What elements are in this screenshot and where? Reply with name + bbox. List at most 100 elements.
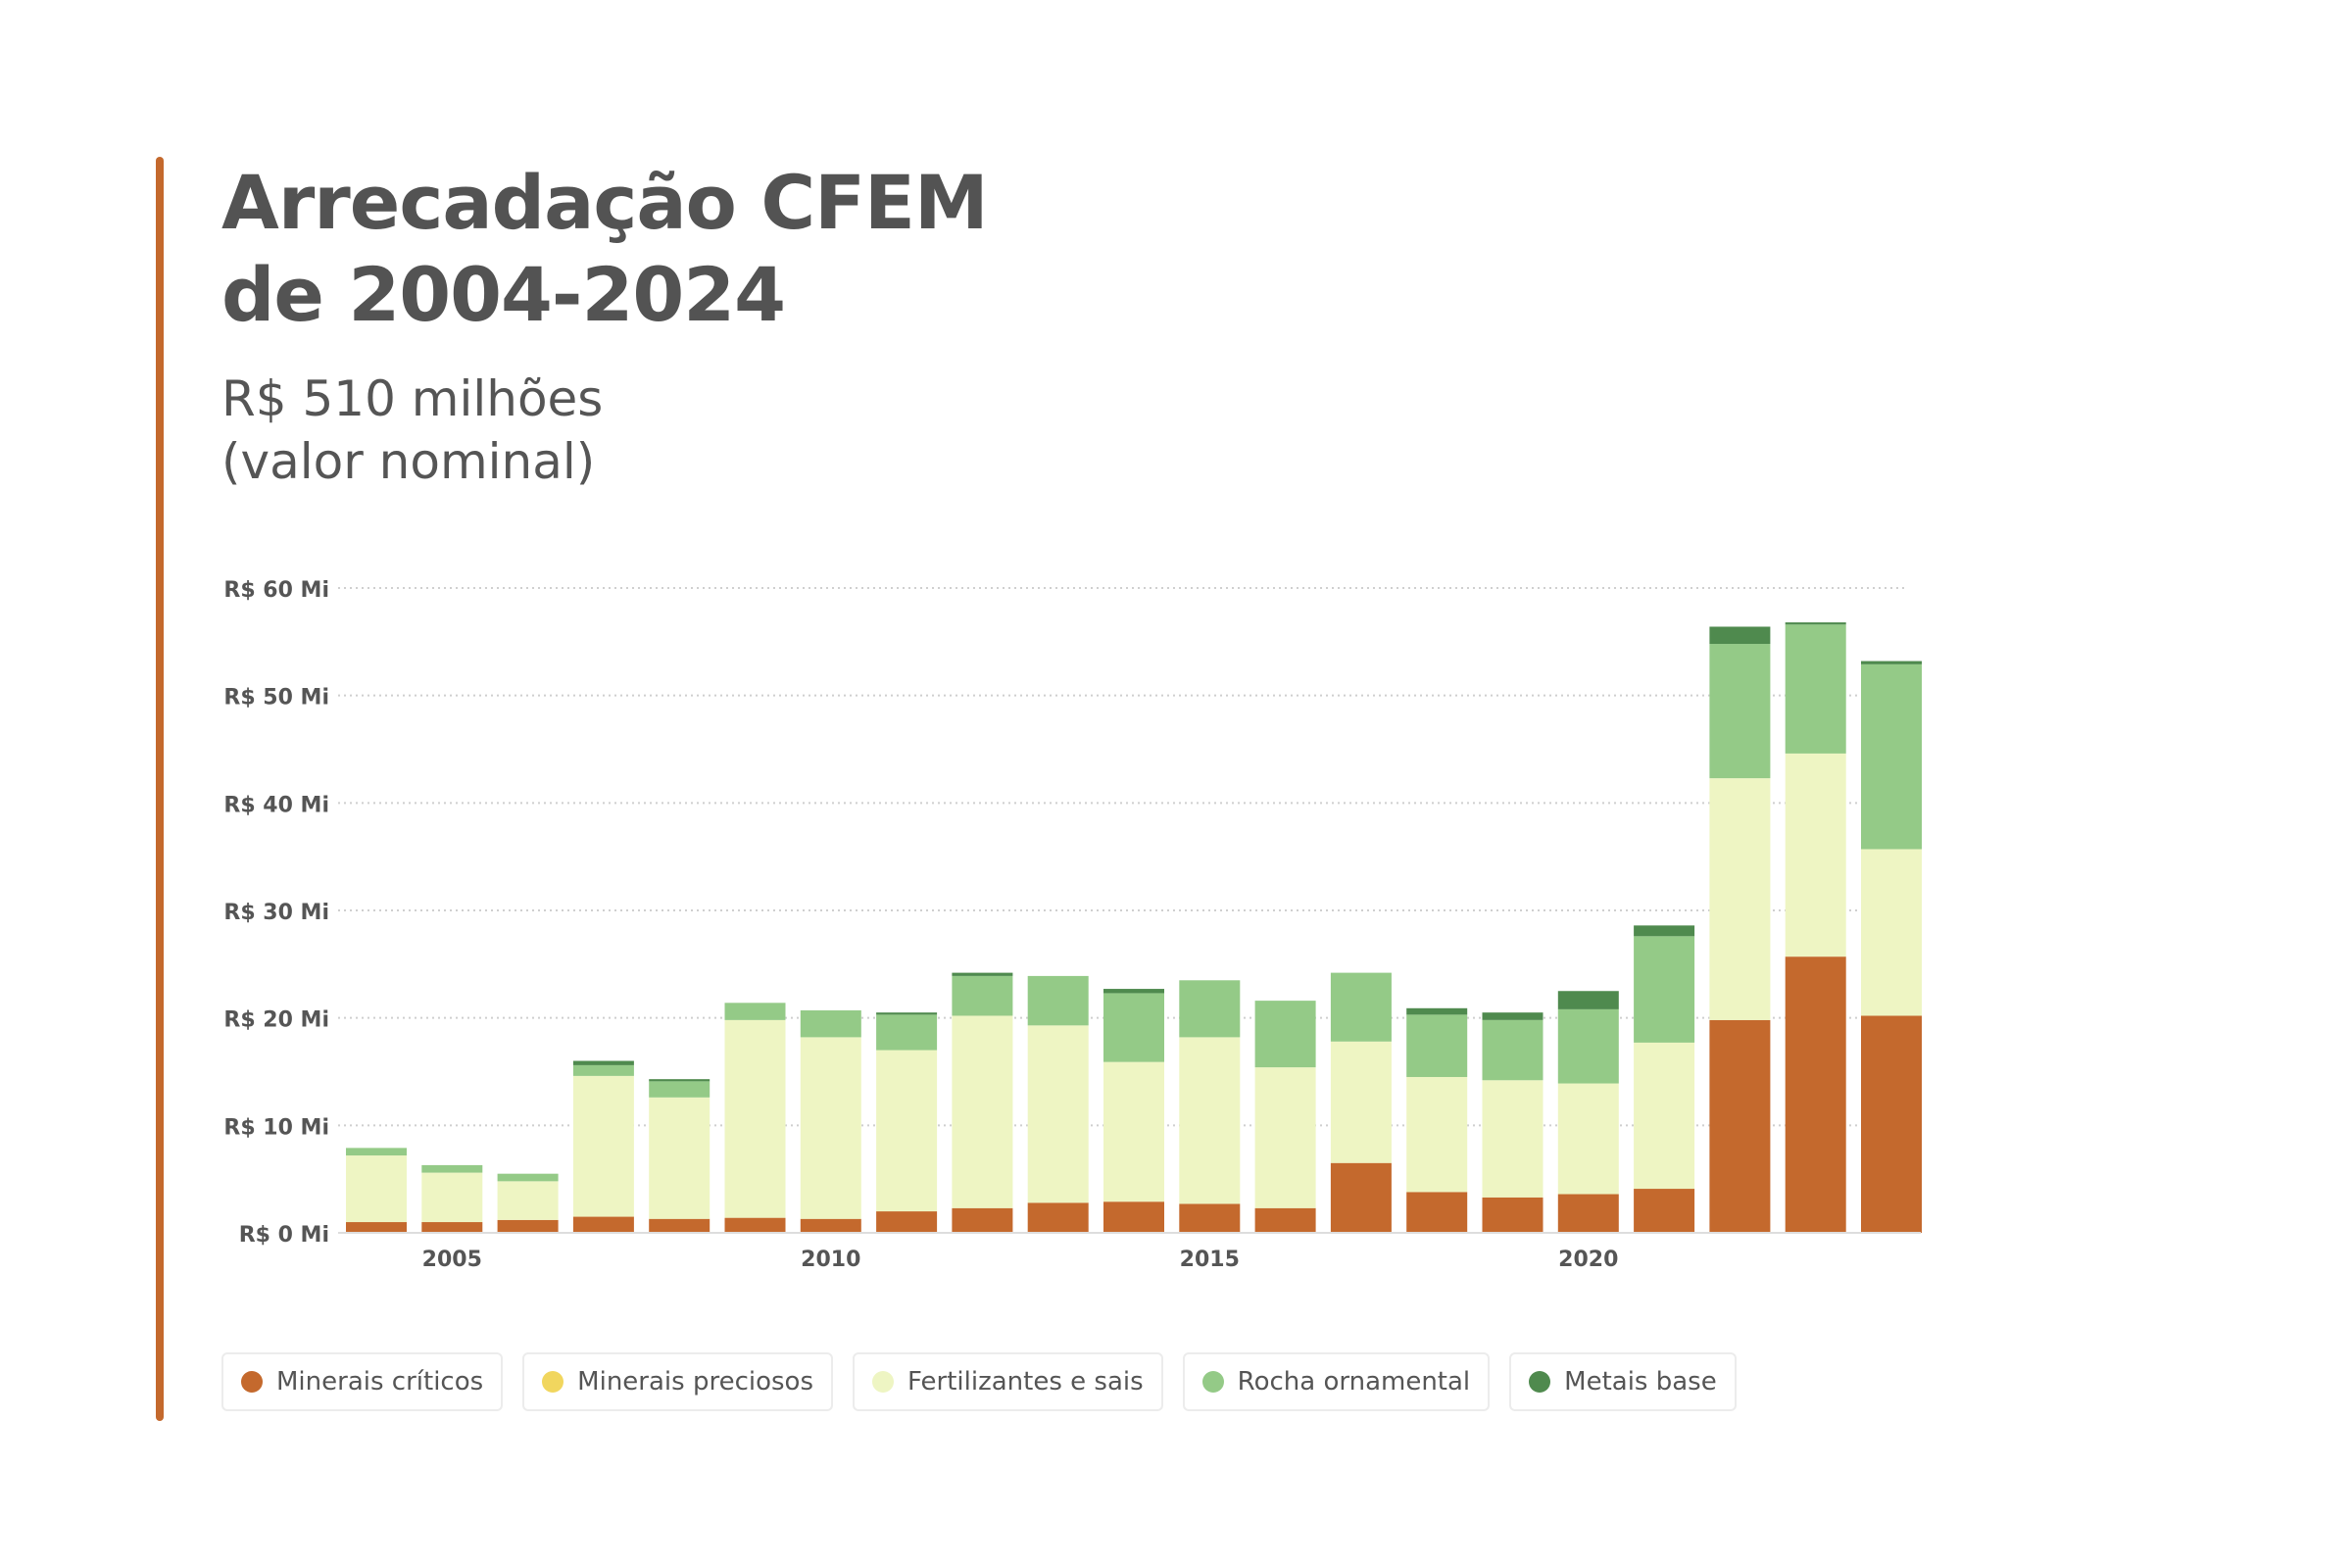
bar-segment <box>1861 1015 1922 1233</box>
bar-segment <box>572 1216 634 1233</box>
legend-swatch <box>1529 1371 1551 1393</box>
legend-item: Fertilizantes e sais <box>853 1352 1163 1411</box>
bar-segment <box>421 1222 483 1233</box>
bar-segment <box>1557 1194 1619 1233</box>
bar-segment <box>1103 1201 1164 1233</box>
legend-label: Metais base <box>1564 1367 1717 1396</box>
bar-segment <box>1785 622 1846 625</box>
bar-segment <box>1027 975 1089 1026</box>
bar-segment <box>1103 993 1164 1062</box>
bar-segment <box>1254 1067 1316 1208</box>
bar-segment <box>800 1037 861 1219</box>
y-tick-label: R$ 60 Mi <box>223 578 329 603</box>
bar-segment <box>346 1148 407 1156</box>
bar-segment <box>649 1079 710 1082</box>
bar-segment <box>1482 1197 1544 1233</box>
bar-segment <box>1330 972 1392 1042</box>
bar-segment <box>1103 989 1164 994</box>
bar-segment <box>1103 1061 1164 1202</box>
bar-segment <box>1709 644 1771 779</box>
bar-segment <box>572 1060 634 1065</box>
bar-segment <box>421 1164 483 1173</box>
x-tick-label: 2010 <box>801 1248 860 1272</box>
bar-segment <box>1557 1083 1619 1195</box>
bar-segment <box>649 1218 710 1233</box>
legend-label: Minerais críticos <box>276 1367 484 1396</box>
bar-segment <box>572 1075 634 1217</box>
page-subtitle: R$ 510 milhões (valor nominal) <box>221 368 603 493</box>
y-tick-label: R$ 30 Mi <box>223 901 329 925</box>
bar-segment <box>1557 991 1619 1009</box>
bar-segment <box>1785 956 1846 1233</box>
bar-segment <box>1406 1076 1468 1193</box>
bar-segment <box>952 1015 1013 1208</box>
bar-segment <box>876 1211 938 1233</box>
title-line-2: de 2004-2024 <box>221 251 786 338</box>
bar-segment <box>1179 980 1241 1038</box>
bar-segment <box>1557 1008 1619 1084</box>
subtitle-line-1: R$ 510 milhões <box>221 370 604 427</box>
bar-segment <box>1406 1192 1468 1233</box>
bar-segment <box>724 1217 786 1233</box>
y-tick-label: R$ 0 Mi <box>239 1223 329 1248</box>
x-tick-label: 2020 <box>1558 1248 1618 1272</box>
bar-segment <box>952 975 1013 1016</box>
legend-swatch <box>872 1371 895 1393</box>
bar-segment <box>724 1019 786 1218</box>
bar-segment <box>649 1097 710 1219</box>
title-line-1: Arrecadação CFEM <box>221 159 989 246</box>
x-tick-label: 2005 <box>422 1248 482 1272</box>
bar-segment <box>800 1218 861 1233</box>
bar-segment <box>876 1050 938 1212</box>
bar-segment <box>1709 626 1771 645</box>
bar-segment <box>1406 1007 1468 1015</box>
bar-segment <box>1179 1203 1241 1233</box>
page-title: Arrecadação CFEM de 2004-2024 <box>221 157 989 341</box>
bar-segment <box>1709 1019 1771 1233</box>
bar-segment <box>1861 849 1922 1016</box>
bar-segment <box>800 1009 861 1038</box>
bar-segment <box>952 972 1013 976</box>
bar-segment <box>1861 661 1922 664</box>
legend-label: Fertilizantes e sais <box>907 1367 1144 1396</box>
legend-swatch <box>542 1371 564 1393</box>
bar-segment <box>1254 1207 1316 1233</box>
bar-segment <box>497 1219 559 1233</box>
y-tick-label: R$ 20 Mi <box>223 1008 329 1033</box>
legend-item: Rocha ornamental <box>1182 1352 1491 1411</box>
bar-segment <box>1785 753 1846 957</box>
bar-segment <box>1027 1025 1089 1203</box>
bar-segment <box>876 1014 938 1051</box>
bar-segment <box>1634 936 1695 1043</box>
bar-segment <box>1709 778 1771 1020</box>
legend-label: Minerais preciosos <box>577 1367 814 1396</box>
legend-swatch <box>1201 1371 1224 1393</box>
bar-segment <box>1027 1202 1089 1233</box>
bar-segment <box>1482 1019 1544 1081</box>
legend-swatch <box>241 1371 263 1393</box>
bar-segment <box>572 1064 634 1076</box>
bar-segment <box>497 1181 559 1220</box>
bar-segment <box>1254 1001 1316 1068</box>
x-tick-label: 2015 <box>1180 1248 1240 1272</box>
bar-segment <box>724 1003 786 1020</box>
bar-segment <box>1634 1189 1695 1233</box>
bar-segment <box>1785 624 1846 754</box>
bar-segment <box>421 1172 483 1223</box>
bar-segment <box>1482 1012 1544 1020</box>
legend-item: Minerais preciosos <box>522 1352 834 1411</box>
y-tick-label: R$ 50 Mi <box>223 686 329 710</box>
bar-segment <box>649 1081 710 1098</box>
bar-segment <box>497 1173 559 1182</box>
bar-segment <box>876 1012 938 1015</box>
legend-label: Rocha ornamental <box>1237 1367 1471 1396</box>
bar-segment <box>1634 1042 1695 1190</box>
legend-item: Minerais críticos <box>221 1352 504 1411</box>
bar-segment <box>1330 1041 1392 1163</box>
accent-bar <box>156 157 164 1421</box>
bar-segment <box>1179 1037 1241 1204</box>
y-tick-label: R$ 10 Mi <box>223 1115 329 1140</box>
y-tick-label: R$ 40 Mi <box>223 793 329 817</box>
legend-item: Metais base <box>1509 1352 1737 1411</box>
